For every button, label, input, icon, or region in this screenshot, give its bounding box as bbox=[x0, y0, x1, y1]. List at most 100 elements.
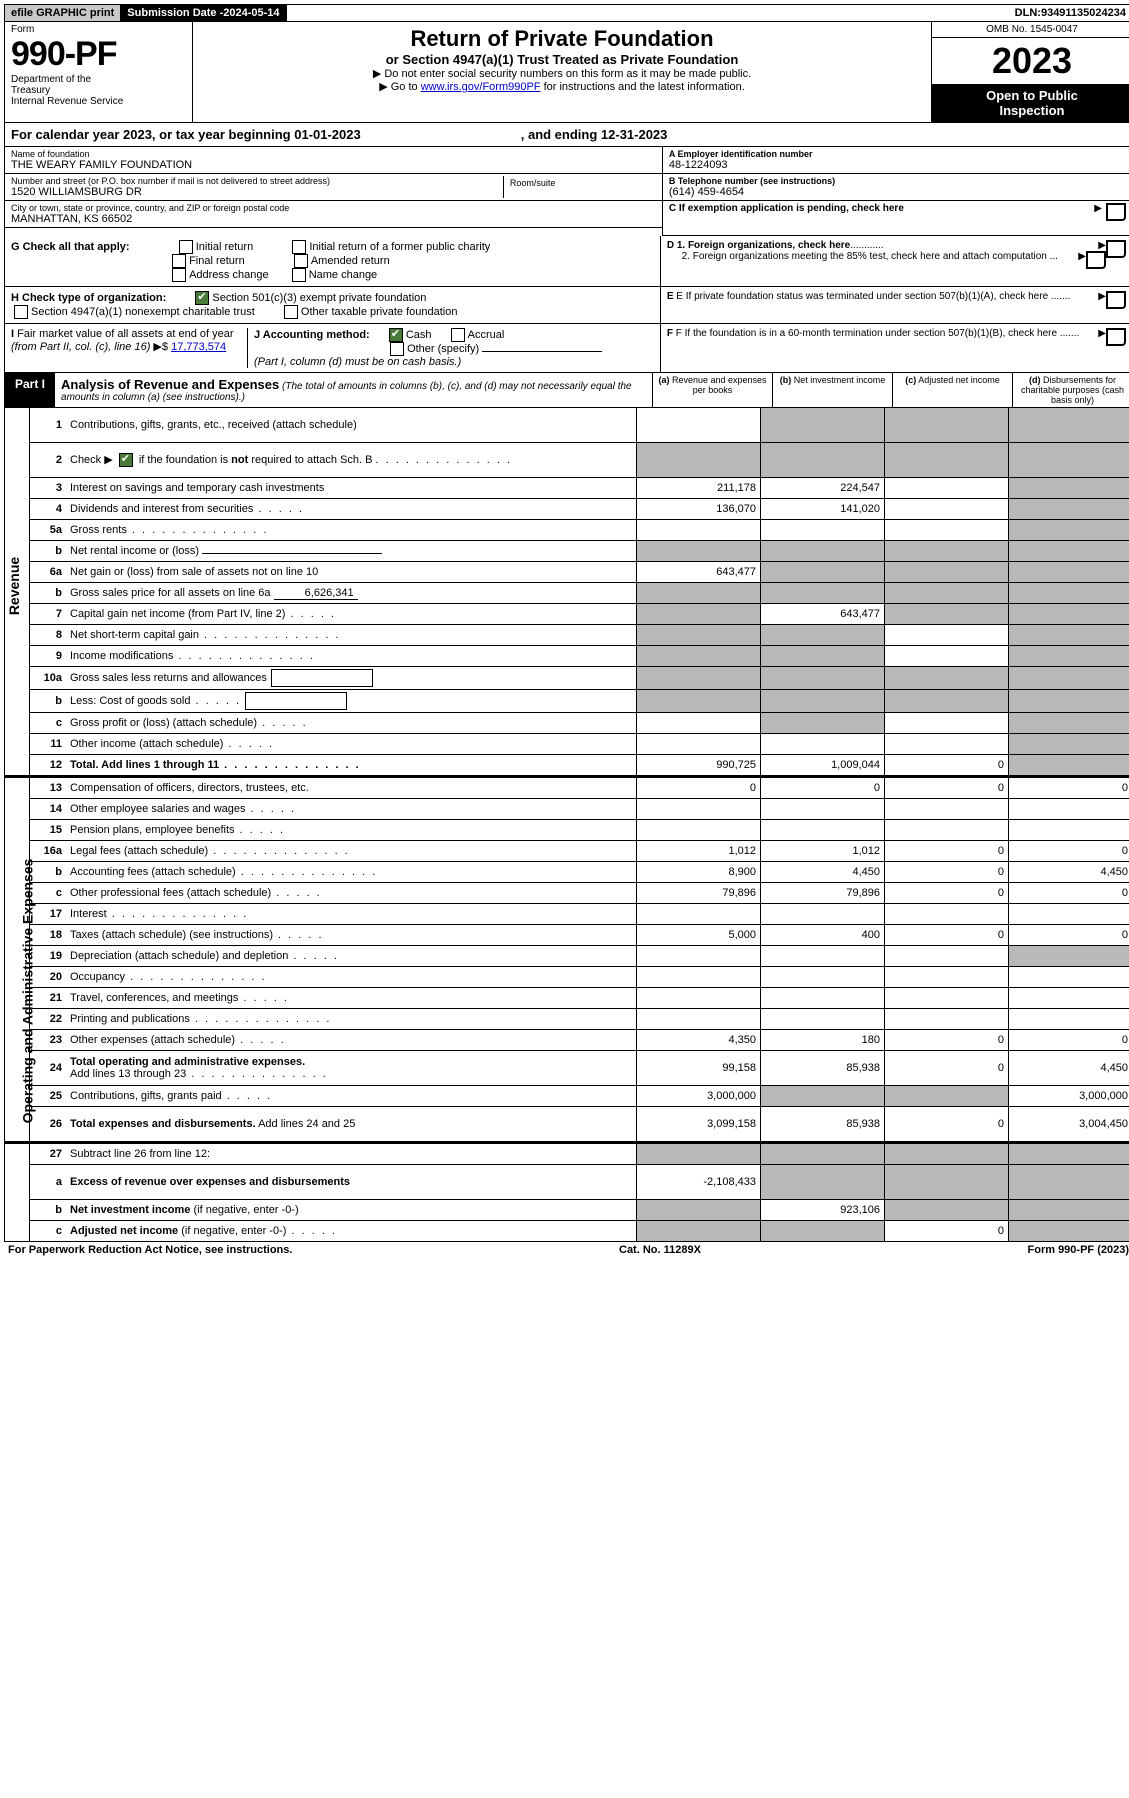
desc-23-text: Other expenses (attach schedule) bbox=[70, 1034, 235, 1046]
lbl-4947: Section 4947(a)(1) nonexempt charitable … bbox=[31, 306, 255, 318]
row-24: 24 Total operating and administrative ex… bbox=[30, 1051, 1129, 1086]
row-25: 25 Contributions, gifts, grants paid 3,0… bbox=[30, 1086, 1129, 1107]
cb-schb[interactable] bbox=[119, 453, 133, 467]
lbl-cash: Cash bbox=[406, 329, 432, 341]
cb-4947[interactable] bbox=[14, 305, 28, 319]
efile-print-button[interactable]: efile GRAPHIC print bbox=[5, 5, 121, 21]
r11-b bbox=[760, 734, 884, 754]
revenue-label: Revenue bbox=[6, 557, 22, 615]
row-27: 27 Subtract line 26 from line 12: bbox=[30, 1144, 1129, 1165]
r23-c: 0 bbox=[884, 1030, 1008, 1050]
cb-other-tax[interactable] bbox=[284, 305, 298, 319]
r23-d: 0 bbox=[1008, 1030, 1129, 1050]
r9-a bbox=[636, 646, 760, 666]
desc-27a: Excess of revenue over expenses and disb… bbox=[70, 1174, 636, 1190]
r25-c bbox=[884, 1086, 1008, 1106]
cb-cash[interactable] bbox=[389, 328, 403, 342]
c-label: C If exemption application is pending, c… bbox=[669, 203, 904, 214]
row-19: 19 Depreciation (attach schedule) and de… bbox=[30, 946, 1129, 967]
ln-11: 11 bbox=[30, 738, 70, 750]
row-20: 20 Occupancy bbox=[30, 967, 1129, 988]
part1-label: Part I bbox=[5, 373, 55, 407]
r27b-c bbox=[884, 1200, 1008, 1220]
ein-value: 48-1224093 bbox=[669, 159, 1126, 171]
desc-11-text: Other income (attach schedule) bbox=[70, 738, 223, 750]
caly-text: For calendar year 2023, or tax year begi… bbox=[11, 127, 361, 142]
subdate-label: Submission Date - bbox=[127, 7, 223, 19]
desc-5b: Net rental income or (loss) bbox=[70, 543, 636, 559]
info-block: Name of foundation THE WEARY FAMILY FOUN… bbox=[4, 147, 1129, 236]
ln-24: 24 bbox=[30, 1062, 70, 1074]
f-label: F If the foundation is in a 60-month ter… bbox=[676, 328, 1080, 339]
expenses-rows: 13 Compensation of officers, directors, … bbox=[30, 778, 1129, 1141]
footer-mid: Cat. No. 11289X bbox=[619, 1244, 701, 1256]
cb-initial[interactable] bbox=[179, 240, 193, 254]
cb-accrual[interactable] bbox=[451, 328, 465, 342]
r5b-b bbox=[760, 541, 884, 561]
cb-name-change[interactable] bbox=[292, 268, 306, 282]
line27-rows: 27 Subtract line 26 from line 12: a Exce… bbox=[30, 1144, 1129, 1241]
cb-other-method[interactable] bbox=[390, 342, 404, 356]
desc-16c-text: Other professional fees (attach schedule… bbox=[70, 887, 271, 899]
ln-7: 7 bbox=[30, 608, 70, 620]
revenue-rows: 1 Contributions, gifts, grants, etc., re… bbox=[30, 408, 1129, 775]
r24-a: 99,158 bbox=[636, 1051, 760, 1085]
desc-16b-text: Accounting fees (attach schedule) bbox=[70, 866, 236, 878]
lbl-final: Final return bbox=[189, 255, 245, 267]
r17-b bbox=[760, 904, 884, 924]
r19-a bbox=[636, 946, 760, 966]
row-11: 11 Other income (attach schedule) bbox=[30, 734, 1129, 755]
r3-d bbox=[1008, 478, 1129, 498]
r24-b: 85,938 bbox=[760, 1051, 884, 1085]
r12-c: 0 bbox=[884, 755, 1008, 775]
d1-checkbox[interactable] bbox=[1106, 240, 1126, 258]
r26-a: 3,099,158 bbox=[636, 1107, 760, 1141]
ln-3: 3 bbox=[30, 482, 70, 494]
ln-27: 27 bbox=[30, 1148, 70, 1160]
c-checkbox[interactable] bbox=[1106, 203, 1126, 221]
ln-8: 8 bbox=[30, 629, 70, 641]
e-checkbox[interactable] bbox=[1106, 291, 1126, 309]
ln-13: 13 bbox=[30, 782, 70, 794]
cb-501c3[interactable] bbox=[195, 291, 209, 305]
name-label: Name of foundation bbox=[11, 149, 656, 159]
r12-d bbox=[1008, 755, 1129, 775]
desc-27b: Net investment income (if negative, ente… bbox=[70, 1202, 636, 1218]
ln-2: 2 bbox=[30, 454, 70, 466]
r7-c bbox=[884, 604, 1008, 624]
desc-19-text: Depreciation (attach schedule) and deple… bbox=[70, 950, 288, 962]
r20-c bbox=[884, 967, 1008, 987]
row-13: 13 Compensation of officers, directors, … bbox=[30, 778, 1129, 799]
r27-b bbox=[760, 1144, 884, 1164]
r8-c bbox=[884, 625, 1008, 645]
r16c-d: 0 bbox=[1008, 883, 1129, 903]
r1-b bbox=[760, 408, 884, 442]
r5a-d bbox=[1008, 520, 1129, 540]
cb-amended[interactable] bbox=[294, 254, 308, 268]
r19-b bbox=[760, 946, 884, 966]
r20-a bbox=[636, 967, 760, 987]
col-c-head: (c) Adjusted net income bbox=[892, 373, 1012, 407]
row-21: 21 Travel, conferences, and meetings bbox=[30, 988, 1129, 1009]
desc-21-text: Travel, conferences, and meetings bbox=[70, 992, 238, 1004]
r10b-c bbox=[884, 690, 1008, 712]
ln-15: 15 bbox=[30, 824, 70, 836]
irs-link[interactable]: www.irs.gov/Form990PF bbox=[421, 81, 541, 93]
row-22: 22 Printing and publications bbox=[30, 1009, 1129, 1030]
desc-11: Other income (attach schedule) bbox=[70, 736, 636, 752]
d2-checkbox[interactable] bbox=[1086, 251, 1106, 269]
r21-b bbox=[760, 988, 884, 1008]
desc-9: Income modifications bbox=[70, 648, 636, 664]
cb-addr-change[interactable] bbox=[172, 268, 186, 282]
cb-initial-former[interactable] bbox=[292, 240, 306, 254]
desc-22: Printing and publications bbox=[70, 1011, 636, 1027]
address-row: Number and street (or P.O. box number if… bbox=[5, 174, 662, 201]
lbl-other-tax: Other taxable private foundation bbox=[301, 306, 458, 318]
desc-12: Total. Add lines 1 through 11 bbox=[70, 757, 636, 773]
note2-pre: ▶ Go to bbox=[379, 81, 420, 93]
fmv-link[interactable]: 17,773,574 bbox=[171, 341, 226, 353]
r17-c bbox=[884, 904, 1008, 924]
f-checkbox[interactable] bbox=[1106, 328, 1126, 346]
lbl-other-method: Other (specify) bbox=[407, 343, 479, 355]
cb-final[interactable] bbox=[172, 254, 186, 268]
